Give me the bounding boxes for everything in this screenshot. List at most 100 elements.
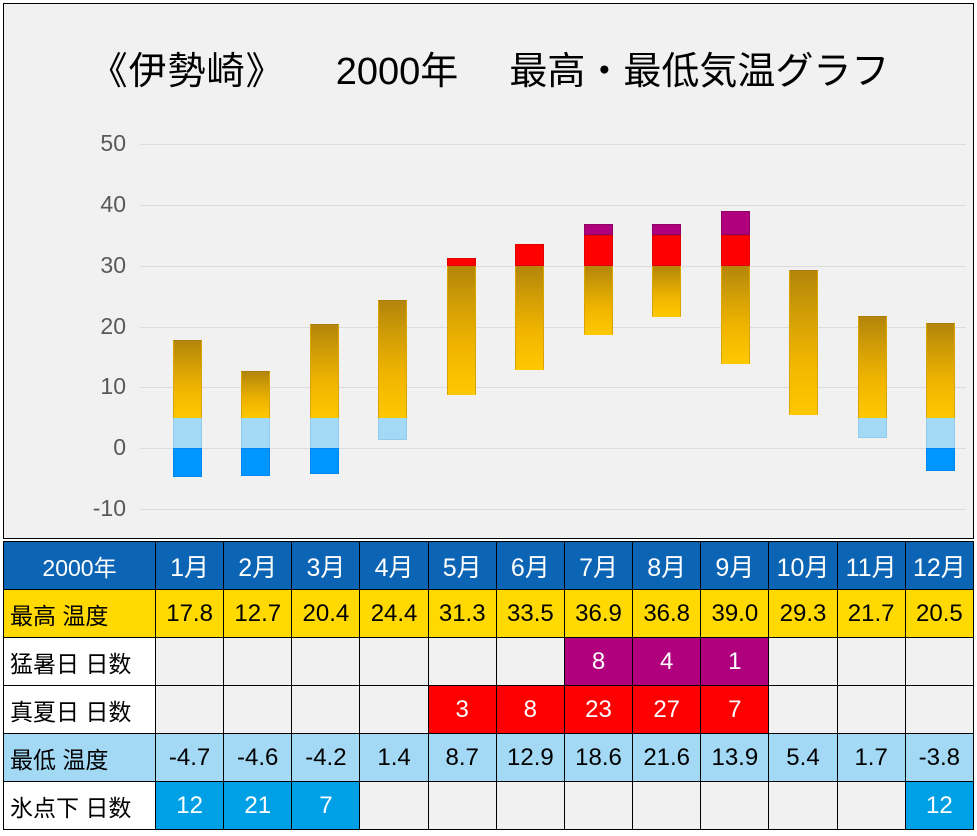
cell-freeze-11 xyxy=(836,781,906,830)
chart-title-subject: 最高・最低気温グラフ xyxy=(509,51,890,93)
cell-max-1: 17.8 xyxy=(154,589,225,638)
cell-min-7: 18.6 xyxy=(563,733,634,782)
bar-group-month-10 xyxy=(789,4,819,540)
cell-hot-10 xyxy=(768,637,838,686)
bar-segment-warm-2 xyxy=(241,370,271,418)
bar-segment-cool-11 xyxy=(857,417,887,438)
table-header-month-12: 12月 xyxy=(904,541,975,590)
row-label-freeze: 氷点下 日数 xyxy=(3,781,156,830)
bar-group-month-6 xyxy=(515,4,545,540)
bar-segment-warm-10 xyxy=(789,269,819,416)
table-header-month-9: 9月 xyxy=(700,541,770,590)
bar-segment-warm-12 xyxy=(926,323,956,418)
gridline-10 xyxy=(140,387,966,389)
cell-freeze-6 xyxy=(495,781,565,830)
cell-min-10: 5.4 xyxy=(768,733,838,782)
bar-segment-warm-9 xyxy=(720,265,750,364)
chart-title-year: 2000年 xyxy=(335,51,459,93)
table-row: 猛暑日 日数 8 4 1 xyxy=(3,637,975,686)
chart-title: 《伊勢崎》 2000年 最高・最低気温グラフ xyxy=(4,40,975,95)
table-header-month-5: 5月 xyxy=(427,541,497,590)
bar-segment-summer-8 xyxy=(652,235,682,266)
cell-min-4: 1.4 xyxy=(359,733,429,782)
gridline-30 xyxy=(140,265,966,267)
cell-freeze-4 xyxy=(359,781,429,830)
cell-summer-4 xyxy=(359,685,429,734)
cell-min-2: -4.6 xyxy=(223,733,293,782)
bar-group-month-2 xyxy=(241,4,271,540)
table-header-month-2: 2月 xyxy=(223,541,293,590)
cell-hot-11 xyxy=(836,637,906,686)
cell-max-2: 12.7 xyxy=(223,589,293,638)
bar-segment-warm-8 xyxy=(652,265,682,317)
row-label-max: 最高 温度 xyxy=(3,589,156,638)
chart-panel: 《伊勢崎》 2000年 最高・最低気温グラフ 50 40 30 20 10 0 -10 xyxy=(3,3,974,539)
table-corner-label: 2000年 xyxy=(3,541,156,590)
bar-segment-freeze-3 xyxy=(309,448,339,474)
bar-segment-cool-2 xyxy=(241,417,271,449)
bar-segment-freeze-1 xyxy=(172,448,202,477)
cell-hot-6 xyxy=(495,637,565,686)
data-table: 2000年 1月 2月 3月 4月 5月 6月 7月 8月 9月 10月 11月 12月 最高 温度 1… xyxy=(3,541,975,830)
gridline-0 xyxy=(140,448,966,450)
bar-segment-warm-7 xyxy=(583,265,613,335)
bar-segment-warm-5 xyxy=(446,265,476,396)
table-header-month-8: 8月 xyxy=(632,541,702,590)
bar-segment-hot-8 xyxy=(652,224,682,236)
bar-segment-warm-6 xyxy=(515,265,545,370)
cell-hot-7: 8 xyxy=(563,637,634,686)
cell-max-9: 39.0 xyxy=(700,589,770,638)
cell-summer-6: 8 xyxy=(495,685,565,734)
bar-segment-warm-3 xyxy=(309,324,339,418)
y-axis-tick-0: 0 xyxy=(113,434,126,461)
cell-max-8: 36.8 xyxy=(632,589,702,638)
bar-segment-hot-9 xyxy=(720,210,750,236)
bar-group-month-7 xyxy=(583,4,613,540)
y-axis-tick-10: 10 xyxy=(100,373,126,400)
cell-summer-3 xyxy=(291,685,361,734)
gridline-40 xyxy=(140,204,966,206)
table-header-month-1: 1月 xyxy=(154,541,225,590)
bar-group-month-3 xyxy=(309,4,339,540)
cell-summer-9: 7 xyxy=(700,685,770,734)
cell-summer-5: 3 xyxy=(427,685,497,734)
cell-hot-9: 1 xyxy=(700,637,770,686)
cell-min-6: 12.9 xyxy=(495,733,565,782)
cell-min-8: 21.6 xyxy=(632,733,702,782)
cell-hot-3 xyxy=(291,637,361,686)
cell-freeze-7 xyxy=(563,781,634,830)
cell-min-3: -4.2 xyxy=(291,733,361,782)
bar-segment-warm-1 xyxy=(172,339,202,418)
table-header-row: 2000年 1月 2月 3月 4月 5月 6月 7月 8月 9月 10月 11月 12月 xyxy=(3,541,975,590)
gridline--10 xyxy=(140,509,966,510)
table-body: 最高 温度 17.8 12.7 20.4 24.4 31.3 33.5 36.9 36.8 39.… xyxy=(3,589,975,830)
table-header-month-6: 6月 xyxy=(495,541,565,590)
cell-summer-7: 23 xyxy=(563,685,634,734)
cell-summer-8: 27 xyxy=(632,685,702,734)
cell-min-1: -4.7 xyxy=(154,733,225,782)
table-header-month-4: 4月 xyxy=(359,541,429,590)
bar-segment-summer-9 xyxy=(720,235,750,266)
bar-group-month-8 xyxy=(652,4,682,540)
cell-hot-4 xyxy=(359,637,429,686)
cell-min-11: 1.7 xyxy=(836,733,906,782)
cell-summer-10 xyxy=(768,685,838,734)
cell-max-10: 29.3 xyxy=(768,589,838,638)
cell-max-4: 24.4 xyxy=(359,589,429,638)
cell-max-6: 33.5 xyxy=(495,589,565,638)
chart-title-place: 《伊勢崎》 xyxy=(89,51,285,93)
cell-freeze-10 xyxy=(768,781,838,830)
bar-group-month-1 xyxy=(172,4,202,540)
bar-segment-warm-11 xyxy=(857,316,887,418)
cell-summer-12 xyxy=(904,685,975,734)
gridline-20 xyxy=(140,326,966,328)
table-row: 最低 温度 -4.7 -4.6 -4.2 1.4 8.7 12.9 18.6 21.6 13.9 5… xyxy=(3,733,975,782)
bar-segment-summer-6 xyxy=(515,244,545,266)
y-axis-tick-20: 20 xyxy=(100,312,126,339)
y-axis-tick-30: 30 xyxy=(100,251,126,278)
row-label-hot: 猛暑日 日数 xyxy=(3,637,156,686)
cell-freeze-9 xyxy=(700,781,770,830)
cell-summer-2 xyxy=(223,685,293,734)
row-label-summer: 真夏日 日数 xyxy=(3,685,156,734)
